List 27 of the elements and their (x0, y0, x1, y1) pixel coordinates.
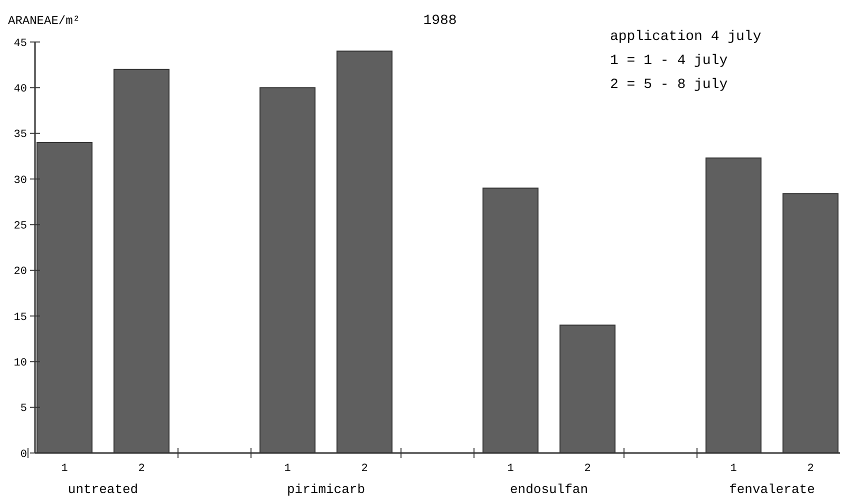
y-tick-label: 15 (14, 312, 27, 324)
y-tick-label: 20 (14, 266, 27, 278)
x-tick-label: endosulfan (510, 482, 588, 497)
y-tick-label: 45 (14, 38, 27, 50)
annotation: 1 = 1 - 4 july (610, 53, 728, 69)
text: 2 (584, 463, 591, 475)
text: 2 (361, 463, 368, 475)
series-label: 2 (138, 463, 145, 475)
series-label: 1 (61, 463, 68, 475)
annotation: 2 = 5 - 8 july (610, 77, 728, 93)
y-tick-label: 40 (14, 84, 27, 96)
y-tick-label: 10 (14, 358, 27, 370)
text: 1 (507, 463, 514, 475)
y-tick-label: 5 (20, 403, 27, 416)
chart-title: 1988 (423, 13, 457, 29)
text: 1 (730, 463, 737, 475)
x-tick-label: fenvalerate (729, 482, 815, 497)
text: 1 (284, 463, 291, 475)
y-tick-label: 35 (14, 129, 27, 142)
text: 2 (807, 463, 814, 475)
x-tick-label: untreated (68, 482, 138, 497)
y-tick-label: 30 (14, 174, 27, 187)
x-tick-label: pirimicarb (286, 482, 366, 497)
annotation: application 4 july (610, 29, 762, 45)
y-tick-label: 25 (14, 220, 27, 233)
y-tick-label: 0 (20, 448, 27, 461)
y-axis-title: ARANEAE/m² (8, 14, 80, 28)
